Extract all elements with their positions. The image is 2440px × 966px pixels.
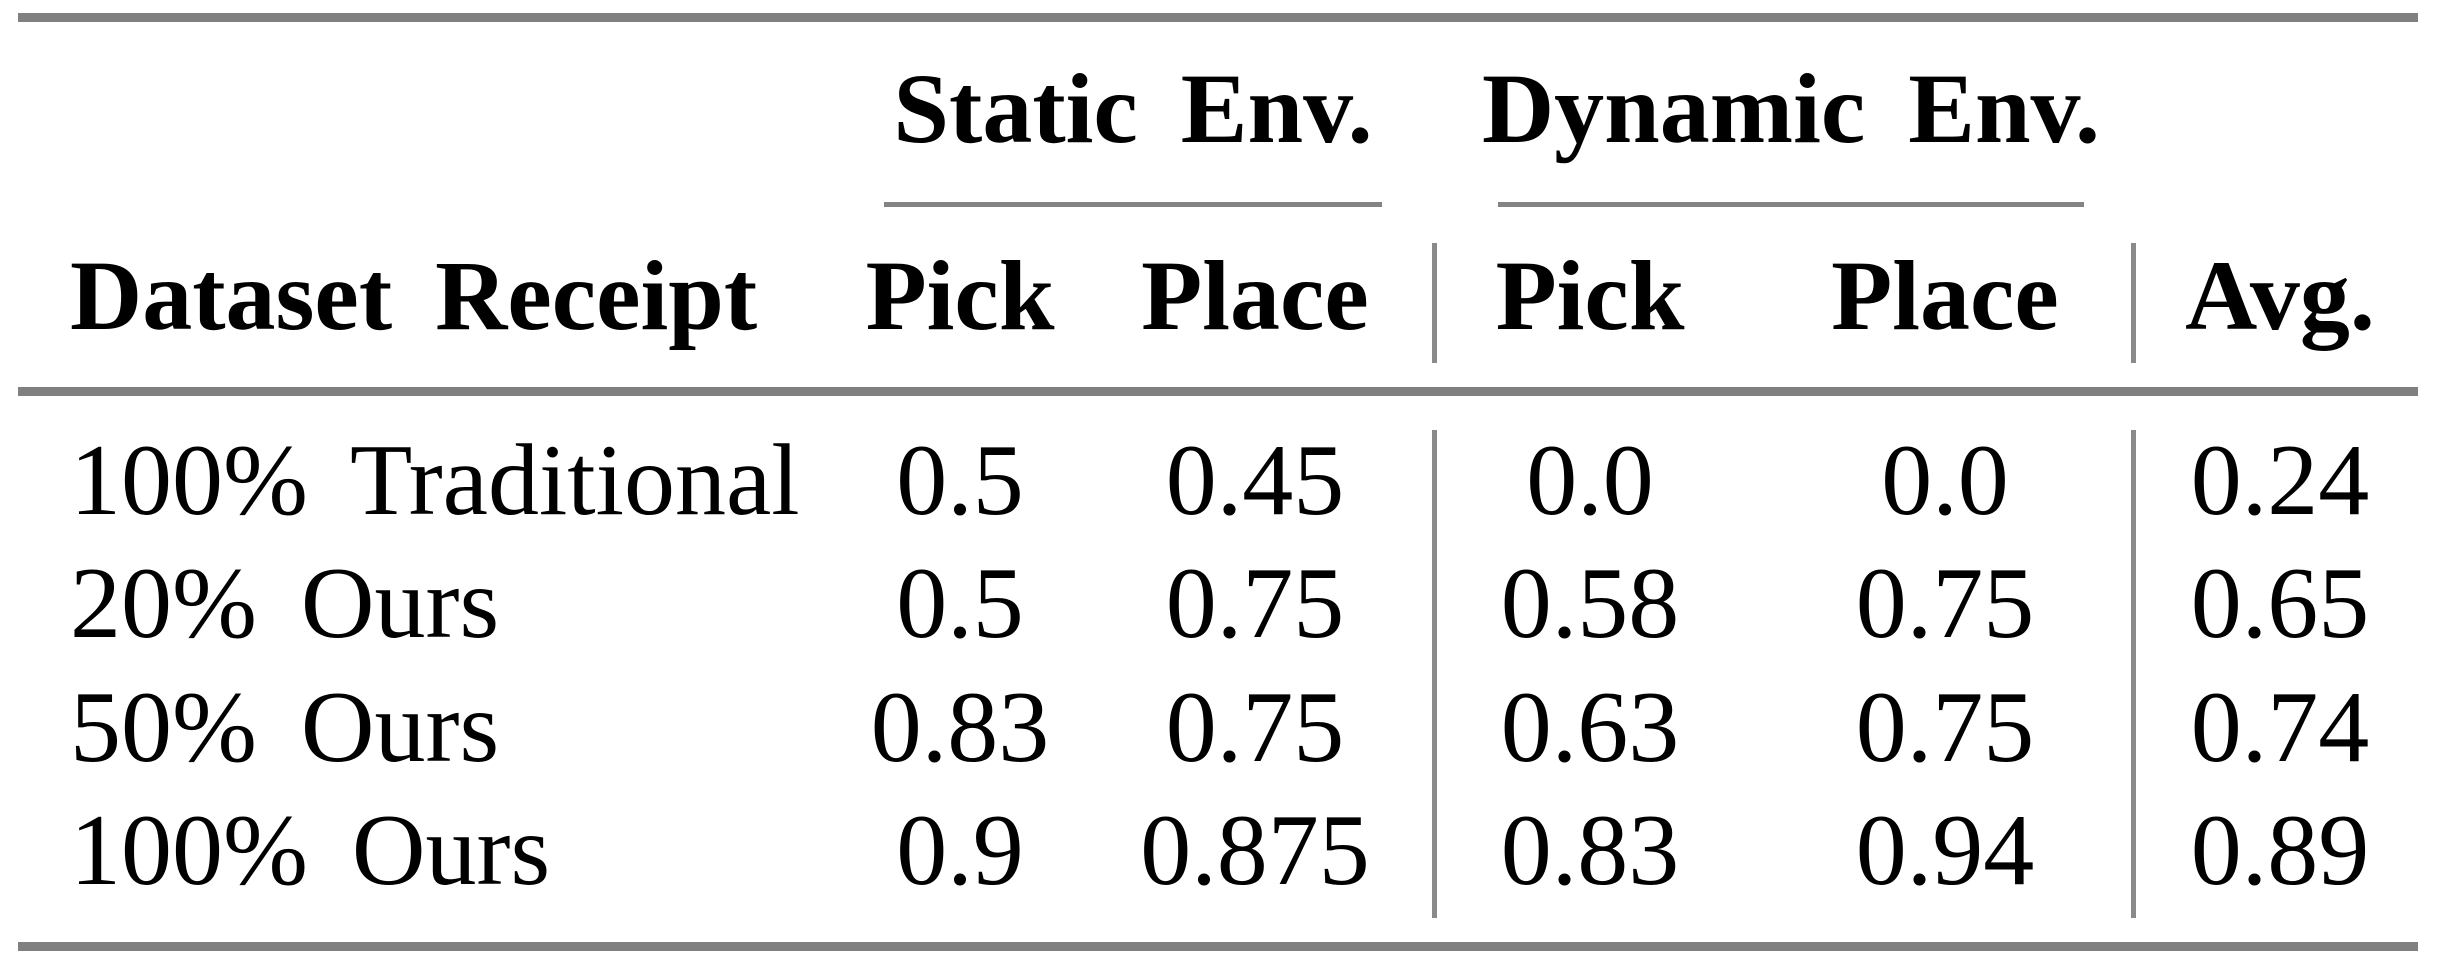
vertical-rule-2-body	[2131, 430, 2136, 918]
column-header-row: Dataset Receipt Pick Place Pick Place Av…	[0, 236, 2440, 356]
vertical-rule-1-body	[1432, 430, 1437, 918]
top-rule	[18, 13, 2418, 22]
dynamic-place-value: 0.0	[1881, 424, 2009, 537]
row-label: 100% Ours	[70, 794, 551, 907]
static-place-header: Place	[1141, 240, 1369, 351]
dynamic-pick-header: Pick	[1495, 240, 1685, 351]
table-row: 20% Ours 0.5 0.75 0.58 0.75 0.65	[0, 544, 2440, 664]
vertical-rule-2-header	[2131, 243, 2136, 363]
dynamic-place-value: 0.75	[1855, 547, 2035, 660]
static-pick-header: Pick	[865, 240, 1055, 351]
row-label: 100% Traditional	[70, 424, 800, 537]
static-env-cmidrule	[884, 202, 1382, 207]
avg-value: 0.74	[2190, 671, 2370, 784]
dynamic-place-header: Place	[1831, 240, 2059, 351]
avg-header: Avg.	[2185, 240, 2375, 351]
dynamic-pick-value: 0.63	[1500, 671, 1680, 784]
static-pick-value: 0.5	[896, 424, 1024, 537]
static-place-value: 0.75	[1165, 671, 1345, 784]
table-row: 50% Ours 0.83 0.75 0.63 0.75 0.74	[0, 668, 2440, 788]
group-header-row: Static Env. Dynamic Env.	[0, 49, 2440, 169]
static-pick-value: 0.83	[870, 671, 1050, 784]
dynamic-pick-value: 0.58	[1500, 547, 1680, 660]
static-pick-value: 0.5	[896, 547, 1024, 660]
dynamic-env-cmidrule	[1498, 202, 2084, 207]
row-label: 50% Ours	[70, 671, 500, 784]
vertical-rule-1-header	[1432, 243, 1437, 363]
row-label: 20% Ours	[70, 547, 500, 660]
bottom-rule	[18, 942, 2418, 951]
dynamic-pick-value: 0.83	[1500, 794, 1680, 907]
table-row: 100% Traditional 0.5 0.45 0.0 0.0 0.24	[0, 421, 2440, 541]
static-env-header: Static Env.	[893, 53, 1373, 164]
avg-value: 0.89	[2190, 794, 2370, 907]
static-place-value: 0.875	[1140, 794, 1370, 907]
dataset-receipt-header: Dataset Receipt	[70, 240, 758, 351]
dynamic-place-value: 0.94	[1855, 794, 2035, 907]
avg-value: 0.65	[2190, 547, 2370, 660]
static-place-value: 0.75	[1165, 547, 1345, 660]
dynamic-pick-value: 0.0	[1526, 424, 1654, 537]
avg-value: 0.24	[2190, 424, 2370, 537]
static-place-value: 0.45	[1165, 424, 1345, 537]
header-mid-rule	[18, 387, 2418, 396]
dynamic-place-value: 0.75	[1855, 671, 2035, 784]
static-pick-value: 0.9	[896, 794, 1024, 907]
table-row: 100% Ours 0.9 0.875 0.83 0.94 0.89	[0, 791, 2440, 911]
dynamic-env-header: Dynamic Env.	[1481, 53, 2101, 164]
